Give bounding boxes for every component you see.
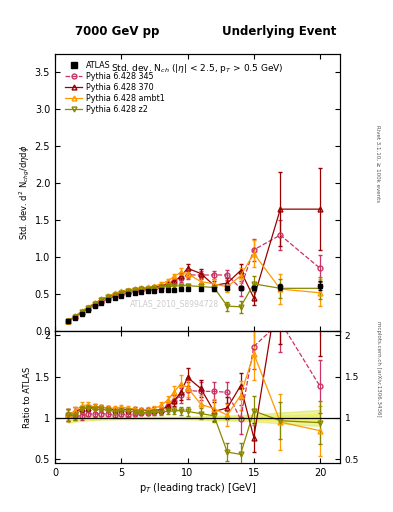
Y-axis label: Ratio to ATLAS: Ratio to ATLAS	[23, 367, 32, 428]
Text: Underlying Event: Underlying Event	[222, 26, 336, 38]
Text: 7000 GeV pp: 7000 GeV pp	[75, 26, 159, 38]
Legend: ATLAS, Pythia 6.428 345, Pythia 6.428 370, Pythia 6.428 ambt1, Pythia 6.428 z2: ATLAS, Pythia 6.428 345, Pythia 6.428 37…	[65, 60, 164, 114]
Text: Std. dev. N$_{ch}$ ($|\eta|$ < 2.5, p$_T$ > 0.5 GeV): Std. dev. N$_{ch}$ ($|\eta|$ < 2.5, p$_T…	[111, 62, 284, 75]
X-axis label: p$_T$ (leading track) [GeV]: p$_T$ (leading track) [GeV]	[139, 481, 256, 495]
Text: Rivet 3.1.10, ≥ 100k events: Rivet 3.1.10, ≥ 100k events	[376, 125, 380, 202]
Y-axis label: Std. dev. d$^2$ N$_{chg}$/d$\eta$d$\phi$: Std. dev. d$^2$ N$_{chg}$/d$\eta$d$\phi$	[17, 145, 32, 240]
Text: mcplots.cern.ch [arXiv:1306.3436]: mcplots.cern.ch [arXiv:1306.3436]	[376, 321, 380, 416]
Text: ATLAS_2010_S8994728: ATLAS_2010_S8994728	[130, 299, 219, 308]
